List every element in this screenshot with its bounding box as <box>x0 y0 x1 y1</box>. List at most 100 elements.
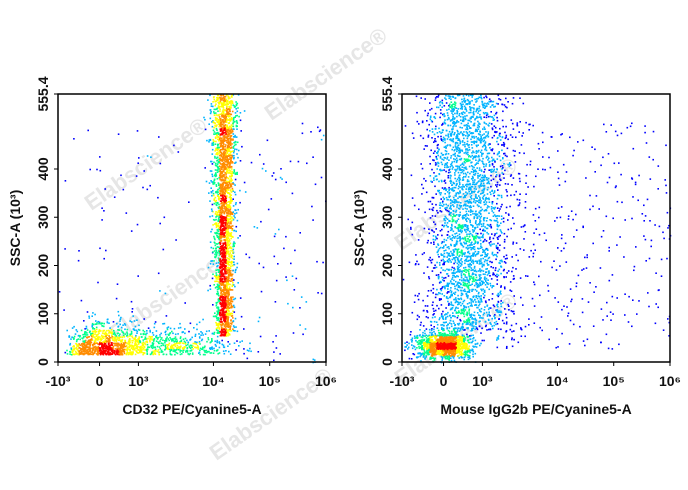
event-dot <box>135 339 137 341</box>
event-dot <box>472 340 474 342</box>
event-dot <box>213 182 216 184</box>
event-dot <box>197 346 199 348</box>
event-dot <box>91 315 93 317</box>
event-dot <box>423 348 425 351</box>
event-dot <box>150 346 153 349</box>
event-dot <box>245 253 247 256</box>
event-dot <box>216 290 219 293</box>
event-dot <box>225 280 228 282</box>
event-dot <box>229 161 231 164</box>
event-dot <box>218 116 221 118</box>
event-dot <box>106 340 109 343</box>
event-dot <box>221 272 224 274</box>
event-dot <box>228 205 231 207</box>
event-dot <box>233 263 236 266</box>
event-dot <box>218 168 220 170</box>
event-dot <box>227 132 230 135</box>
event-dot <box>230 322 232 325</box>
event-dot <box>231 172 234 175</box>
event-dot <box>210 160 213 163</box>
event-dot <box>212 101 214 103</box>
event-dot <box>210 111 212 113</box>
event-dot <box>186 351 189 353</box>
event-dot <box>221 133 224 136</box>
event-dot <box>291 192 294 195</box>
event-dot <box>223 307 225 310</box>
event-dot <box>221 171 223 174</box>
event-dot <box>222 344 225 347</box>
event-dot <box>230 157 232 159</box>
event-dot <box>222 225 225 227</box>
event-dot <box>220 239 223 242</box>
event-dot <box>122 342 125 344</box>
event-dot <box>217 324 219 326</box>
event-dot <box>133 320 136 322</box>
event-dot <box>133 338 135 340</box>
event-dot <box>210 230 212 233</box>
event-dot <box>230 269 232 272</box>
event-dot <box>217 105 220 107</box>
event-dot <box>208 350 210 353</box>
event-dot <box>267 208 270 211</box>
event-dot <box>116 352 118 355</box>
event-dot <box>228 264 231 266</box>
event-dot <box>194 341 196 343</box>
event-dot <box>220 188 222 191</box>
event-dot <box>107 352 109 354</box>
event-dot <box>223 187 225 190</box>
event-dot <box>230 225 233 228</box>
event-dot <box>217 257 220 259</box>
event-dot <box>230 300 232 303</box>
event-dot <box>217 101 219 104</box>
event-dot <box>223 207 226 209</box>
event-dot <box>223 325 226 327</box>
event-dot <box>152 350 154 353</box>
event-dot <box>89 330 91 333</box>
event-dot <box>229 179 231 182</box>
event-dot <box>126 352 128 354</box>
event-dot <box>228 138 231 140</box>
event-dot <box>160 344 163 347</box>
event-dot <box>215 128 218 130</box>
event-dot <box>229 183 231 185</box>
event-dot <box>177 346 179 349</box>
event-dot <box>218 197 221 200</box>
event-dot <box>463 351 466 354</box>
event-dot <box>428 346 430 349</box>
event-dot <box>408 342 410 345</box>
event-dot <box>146 188 149 191</box>
event-dot <box>84 339 87 342</box>
event-dot <box>182 338 185 340</box>
event-dot <box>219 192 221 195</box>
event-dot <box>221 315 223 317</box>
event-dot <box>229 225 231 228</box>
event-dot <box>82 346 84 348</box>
event-dot <box>225 110 228 112</box>
event-dot <box>223 316 226 319</box>
event-dot <box>173 350 176 352</box>
event-dot <box>220 95 223 97</box>
event-dot <box>318 130 321 133</box>
event-dot <box>133 328 135 330</box>
event-dot <box>201 332 204 334</box>
event-dot <box>83 341 85 344</box>
event-dot <box>221 186 224 189</box>
event-dot <box>211 348 214 350</box>
event-dot <box>418 340 420 342</box>
event-dot <box>218 195 220 198</box>
event-dot <box>209 284 211 287</box>
event-dot <box>91 322 94 325</box>
event-dot <box>225 281 228 283</box>
event-dot <box>217 106 220 109</box>
event-dot <box>233 150 235 152</box>
event-dot <box>146 348 149 351</box>
event-dot <box>228 215 230 217</box>
event-dot <box>134 325 137 328</box>
event-dot <box>222 136 225 138</box>
event-dot <box>118 353 120 356</box>
event-dot <box>212 352 215 354</box>
event-dot <box>218 105 221 108</box>
event-dot <box>246 357 249 360</box>
event-dot <box>127 343 130 345</box>
event-dot <box>316 260 318 263</box>
